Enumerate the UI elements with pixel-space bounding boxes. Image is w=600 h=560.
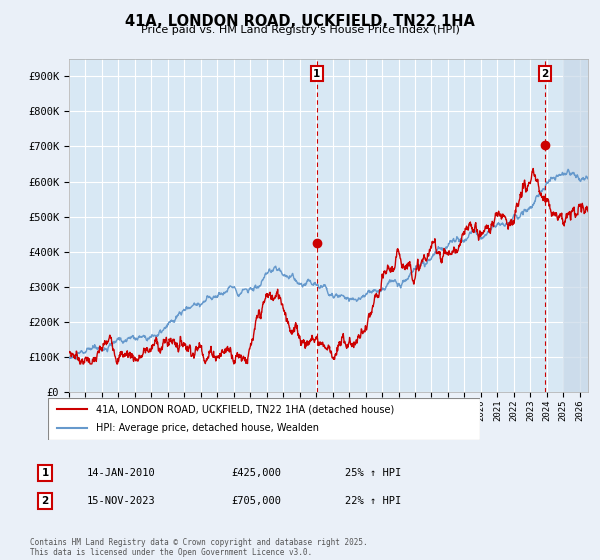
Text: HPI: Average price, detached house, Wealden: HPI: Average price, detached house, Weal… (95, 423, 319, 433)
FancyBboxPatch shape (48, 398, 480, 440)
Text: 2: 2 (541, 69, 548, 79)
Text: 1: 1 (41, 468, 49, 478)
Text: 15-NOV-2023: 15-NOV-2023 (87, 496, 156, 506)
Text: Price paid vs. HM Land Registry's House Price Index (HPI): Price paid vs. HM Land Registry's House … (140, 25, 460, 35)
Text: 41A, LONDON ROAD, UCKFIELD, TN22 1HA: 41A, LONDON ROAD, UCKFIELD, TN22 1HA (125, 14, 475, 29)
Text: 2: 2 (41, 496, 49, 506)
Text: 14-JAN-2010: 14-JAN-2010 (87, 468, 156, 478)
Text: 22% ↑ HPI: 22% ↑ HPI (345, 496, 401, 506)
Text: 41A, LONDON ROAD, UCKFIELD, TN22 1HA (detached house): 41A, LONDON ROAD, UCKFIELD, TN22 1HA (de… (95, 404, 394, 414)
Text: £705,000: £705,000 (231, 496, 281, 506)
Text: Contains HM Land Registry data © Crown copyright and database right 2025.
This d: Contains HM Land Registry data © Crown c… (30, 538, 368, 557)
Text: £425,000: £425,000 (231, 468, 281, 478)
Polygon shape (563, 59, 588, 392)
Text: 25% ↑ HPI: 25% ↑ HPI (345, 468, 401, 478)
Text: 1: 1 (313, 69, 320, 79)
